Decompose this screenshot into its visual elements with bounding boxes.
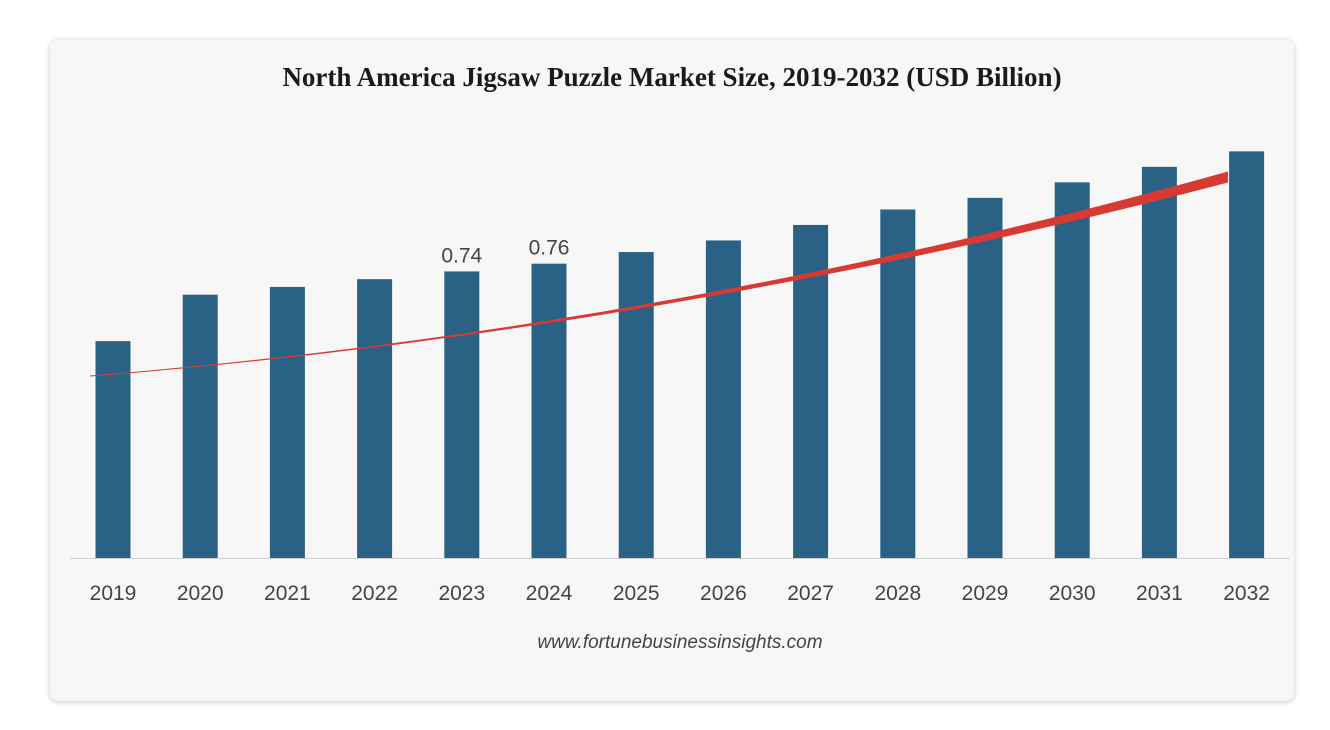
- x-tick-2032: 2032: [1223, 582, 1270, 605]
- data-label-2024: 0.76: [529, 237, 570, 260]
- bar-2025: [618, 252, 654, 558]
- x-tick-2020: 2020: [177, 582, 224, 605]
- source-text: www.fortunebusinessinsights.com: [537, 632, 822, 653]
- bar-2029: [967, 197, 1003, 558]
- x-tick-2030: 2030: [1049, 582, 1096, 605]
- bar-2021: [269, 286, 305, 558]
- x-axis-ticks: 2019 2020 2021 2022 2023 2024 2025 2026 2027 2028…: [90, 582, 1270, 605]
- x-tick-2021: 2021: [264, 582, 311, 605]
- bar-2031: [1141, 166, 1177, 558]
- x-tick-2022: 2022: [351, 582, 398, 605]
- x-tick-2026: 2026: [700, 582, 747, 605]
- x-tick-2019: 2019: [90, 582, 137, 605]
- x-tick-2025: 2025: [613, 582, 660, 605]
- data-labels: 0.74 0.76: [441, 237, 569, 268]
- x-tick-2027: 2027: [787, 582, 834, 605]
- bar-2019: [95, 341, 131, 558]
- chart-card: North America Jigsaw Puzzle Market Size,…: [50, 40, 1294, 701]
- x-tick-2023: 2023: [438, 582, 485, 605]
- bars-group: [95, 151, 1265, 559]
- x-tick-2031: 2031: [1136, 582, 1183, 605]
- x-tick-2029: 2029: [962, 582, 1009, 605]
- bar-2022: [357, 279, 393, 558]
- bar-2020: [182, 294, 218, 558]
- bar-2032: [1229, 151, 1265, 558]
- bar-2024: [531, 263, 567, 558]
- data-label-2023: 0.74: [441, 244, 482, 267]
- bar-2023: [444, 271, 480, 558]
- bar-2027: [793, 224, 829, 559]
- bar-chart: North America Jigsaw Puzzle Market Size,…: [70, 62, 1290, 653]
- bar-2030: [1054, 182, 1090, 558]
- x-tick-2024: 2024: [526, 582, 573, 605]
- x-tick-2028: 2028: [874, 582, 921, 605]
- bar-2028: [880, 209, 916, 559]
- chart-title: North America Jigsaw Puzzle Market Size,…: [282, 62, 1061, 92]
